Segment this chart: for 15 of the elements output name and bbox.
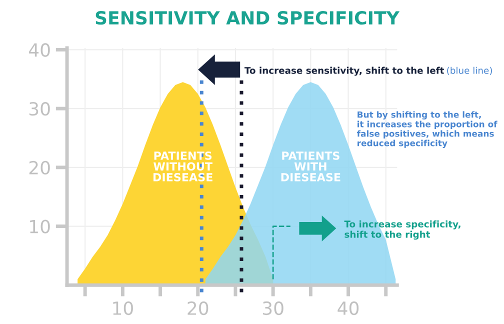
- text: (blue line): [447, 66, 492, 76]
- y-tick-label: 40: [28, 43, 50, 57]
- annotation: To increase specificity, shift to the right: [344, 220, 460, 240]
- x-tick-label: 10: [113, 301, 133, 316]
- chart-title: SENSITIVITY AND SPECIFICITY: [96, 11, 400, 25]
- annotation: But by shifting to the left, it increases the proportion of false positives, which means reduced specificity: [356, 111, 498, 148]
- x-tick-label: 30: [262, 301, 284, 316]
- annotation: To increase sensitivity, shift to the left: [244, 66, 444, 76]
- y-tick-label: 10: [30, 220, 50, 234]
- series-label: PATIENTS WITHOUT DIESEASE: [153, 151, 212, 182]
- x-tick-label: 40: [338, 301, 359, 316]
- x-tick-label: 20: [188, 301, 208, 316]
- y-tick-label: 20: [29, 160, 50, 175]
- y-tick-label: 30: [29, 102, 50, 116]
- series-label: PATIENTS WITH DIESEASE: [281, 151, 340, 182]
